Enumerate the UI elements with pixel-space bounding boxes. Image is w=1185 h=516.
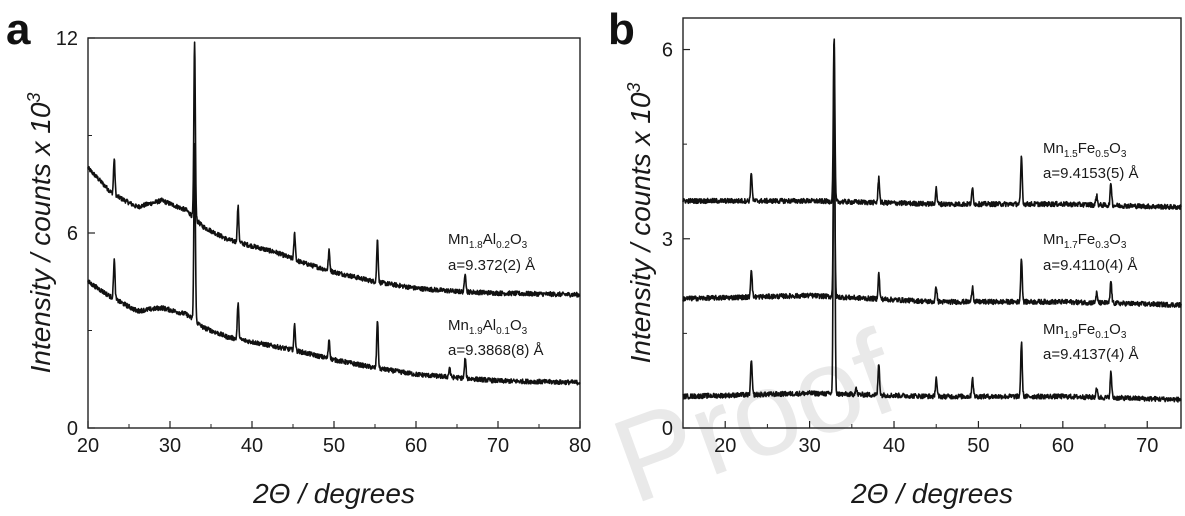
- label-mn19al01o3: Mn1.9Al0.1O3: [448, 317, 528, 337]
- panel-b-ylabel-sup: 3: [624, 83, 644, 93]
- panel-a: a 20 30 40 50 60 70 80 0 6 12 2Θ / degrees Intens…: [6, 5, 591, 509]
- panel-b-series-Mn1.5Fe0.5O3: [682, 38, 1182, 211]
- panel-a-xtick-label: 60: [405, 435, 427, 457]
- panel-a-letter: a: [6, 5, 31, 54]
- panel-b-ytick-label: 6: [662, 40, 673, 62]
- panel-a-xtick-label: 50: [323, 435, 345, 457]
- panel-a-ylabel-main: Intensity / counts x 10: [25, 102, 56, 373]
- panel-b-plot-frame: [682, 17, 1182, 429]
- panel-b-xlabel: 2Θ / degrees: [850, 478, 1013, 509]
- panel-a-series-Mn1.9Al0.1O3: [87, 142, 581, 386]
- panel-b-xtick-label: 40: [883, 435, 905, 457]
- panel-a-ytick-label: 0: [67, 418, 78, 440]
- label-mn15fe05o3: Mn1.5Fe0.5O3: [1043, 140, 1127, 160]
- panel-b-xtick-label: 50: [967, 435, 989, 457]
- lattice-mn19al01o3: a=9.3868(8) Å: [448, 342, 544, 359]
- label-mn18al02o3: Mn1.8Al0.2O3: [448, 231, 528, 251]
- panel-a-ylabel: Intensity / counts x 103: [24, 93, 56, 374]
- label-mn17fe03o3: Mn1.7Fe0.3O3: [1043, 231, 1127, 251]
- panel-a-ytick-label: 6: [67, 223, 78, 245]
- panel-a-xtick-label: 80: [569, 435, 591, 457]
- panel-b: b 20 30 40 50 60 70 0 3 6 2Θ / degrees Intensity…: [608, 5, 1182, 509]
- panel-a-ticks: 20 30 40 50 60 70 80 0 6 12: [56, 28, 591, 457]
- panel-a-xtick-label: 20: [77, 435, 99, 457]
- panel-a-series: [87, 41, 581, 386]
- panel-a-series-Mn1.8Al0.2O3: [87, 41, 581, 298]
- panel-b-ytick-label: 3: [662, 229, 673, 251]
- panel-b-xtick-label: 30: [798, 435, 820, 457]
- panel-b-series-Mn1.7Fe0.3O3: [682, 124, 1182, 309]
- panel-b-ticks: 20 30 40 50 60 70 0 3 6: [662, 40, 1158, 457]
- panel-a-xtick-label: 40: [241, 435, 263, 457]
- panel-b-letter: b: [608, 5, 635, 54]
- panel-b-ytick-label: 0: [662, 418, 673, 440]
- lattice-mn18al02o3: a=9.372(2) Å: [448, 257, 535, 274]
- panel-a-xtick-label: 30: [159, 435, 181, 457]
- lattice-mn19fe01o3: a=9.4137(4) Å: [1043, 346, 1139, 363]
- panel-b-series: [682, 38, 1182, 403]
- panel-a-plot-frame: [87, 37, 581, 429]
- label-mn19fe01o3: Mn1.9Fe0.1O3: [1043, 321, 1127, 341]
- panel-b-ylabel: Intensity / counts x 103: [624, 83, 656, 364]
- panel-a-xtick-label: 70: [487, 435, 509, 457]
- panel-b-xtick-label: 20: [714, 435, 736, 457]
- lattice-mn17fe03o3: a=9.4110(4) Å: [1043, 257, 1137, 274]
- panel-b-xtick-label: 60: [1052, 435, 1074, 457]
- panel-b-xtick-label: 70: [1136, 435, 1158, 457]
- panel-b-series-Mn1.9Fe0.1O3: [682, 43, 1182, 403]
- panel-a-xlabel: 2Θ / degrees: [252, 478, 415, 509]
- panel-b-ylabel-main: Intensity / counts x 10: [625, 92, 656, 363]
- panel-a-ytick-label: 12: [56, 28, 78, 50]
- lattice-mn15fe05o3: a=9.4153(5) Å: [1043, 165, 1139, 182]
- panel-a-ylabel-sup: 3: [24, 93, 44, 103]
